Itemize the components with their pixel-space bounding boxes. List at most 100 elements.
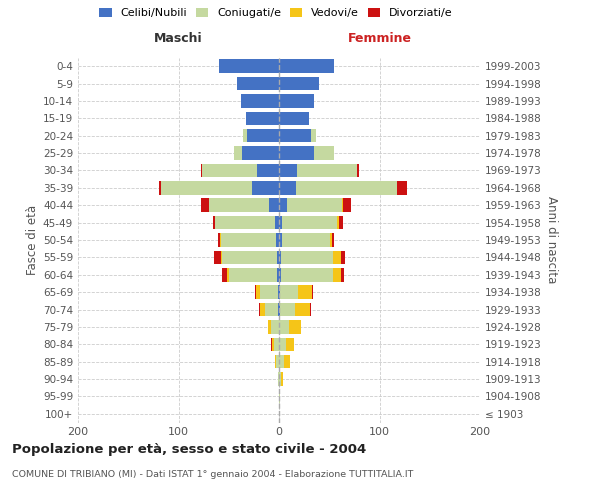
Bar	[281, 250, 333, 264]
Text: COMUNE DI TRIBIANO (MI) - Dati ISTAT 1° gennaio 2004 - Elaborazione TUTTITALIA.I: COMUNE DI TRIBIANO (MI) - Dati ISTAT 1° …	[12, 470, 413, 479]
Bar	[340, 216, 343, 230]
Bar	[279, 94, 314, 108]
Bar	[279, 233, 282, 247]
Bar	[278, 286, 279, 299]
Bar	[279, 129, 311, 142]
Bar	[222, 268, 227, 281]
Bar	[218, 233, 220, 247]
Bar	[277, 268, 279, 281]
Bar	[279, 372, 281, 386]
Bar	[284, 355, 290, 368]
Bar	[286, 338, 294, 351]
Bar	[268, 320, 271, 334]
Bar	[221, 250, 222, 264]
Bar	[260, 286, 278, 299]
Bar	[282, 233, 330, 247]
Bar	[215, 216, 275, 230]
Bar	[297, 164, 358, 177]
Bar	[279, 146, 314, 160]
Bar	[252, 181, 279, 194]
Bar	[278, 302, 279, 316]
Bar	[271, 338, 272, 351]
Bar	[247, 129, 279, 142]
Bar	[259, 302, 260, 316]
Bar	[209, 198, 269, 212]
Bar	[279, 60, 334, 73]
Bar	[269, 198, 279, 212]
Bar	[227, 268, 229, 281]
Bar	[279, 338, 286, 351]
Bar	[397, 181, 407, 194]
Bar	[314, 146, 334, 160]
Bar	[279, 268, 281, 281]
Bar	[229, 268, 277, 281]
Bar	[221, 233, 276, 247]
Bar	[287, 198, 343, 212]
Bar	[234, 146, 242, 160]
Bar	[242, 146, 279, 160]
Bar	[276, 355, 279, 368]
Bar	[278, 372, 279, 386]
Bar	[311, 129, 316, 142]
Bar	[333, 268, 341, 281]
Bar	[214, 250, 221, 264]
Bar	[279, 302, 280, 316]
Bar	[237, 77, 279, 90]
Bar	[337, 216, 340, 230]
Bar	[341, 268, 344, 281]
Y-axis label: Fasce di età: Fasce di età	[26, 205, 39, 275]
Bar	[333, 250, 341, 264]
Bar	[295, 302, 310, 316]
Legend: Celibi/Nubili, Coniugati/e, Vedovi/e, Divorziati/e: Celibi/Nubili, Coniugati/e, Vedovi/e, Di…	[97, 6, 455, 20]
Bar	[200, 164, 202, 177]
Bar	[275, 355, 276, 368]
Bar	[265, 302, 278, 316]
Bar	[212, 216, 215, 230]
Bar	[271, 320, 279, 334]
Bar	[296, 181, 397, 194]
Bar	[275, 216, 279, 230]
Bar	[276, 233, 279, 247]
Bar	[220, 233, 221, 247]
Bar	[241, 94, 279, 108]
Bar	[330, 233, 332, 247]
Bar	[289, 320, 301, 334]
Bar	[343, 198, 352, 212]
Bar	[161, 181, 252, 194]
Bar	[160, 181, 161, 194]
Bar	[332, 233, 334, 247]
Text: Popolazione per età, sesso e stato civile - 2004: Popolazione per età, sesso e stato civil…	[12, 442, 366, 456]
Bar	[279, 164, 297, 177]
Bar	[256, 286, 260, 299]
Bar	[222, 250, 277, 264]
Bar	[310, 302, 311, 316]
Bar	[279, 77, 319, 90]
Y-axis label: Anni di nascita: Anni di nascita	[545, 196, 558, 284]
Bar	[279, 320, 289, 334]
Text: Maschi: Maschi	[154, 32, 203, 46]
Bar	[279, 286, 280, 299]
Bar	[279, 216, 282, 230]
Bar	[279, 355, 284, 368]
Bar	[280, 286, 298, 299]
Bar	[255, 286, 256, 299]
Bar	[257, 164, 279, 177]
Bar	[281, 372, 283, 386]
Bar	[243, 129, 247, 142]
Bar	[358, 164, 359, 177]
Bar	[281, 268, 333, 281]
Text: Femmine: Femmine	[347, 32, 412, 46]
Bar	[200, 198, 209, 212]
Bar	[280, 302, 295, 316]
Bar	[279, 390, 280, 403]
Bar	[246, 112, 279, 125]
Bar	[277, 250, 279, 264]
Bar	[312, 286, 313, 299]
Bar	[282, 216, 337, 230]
Bar	[274, 338, 279, 351]
Bar	[279, 250, 281, 264]
Bar	[218, 60, 279, 73]
Bar	[341, 250, 346, 264]
Bar	[272, 338, 274, 351]
Bar	[202, 164, 257, 177]
